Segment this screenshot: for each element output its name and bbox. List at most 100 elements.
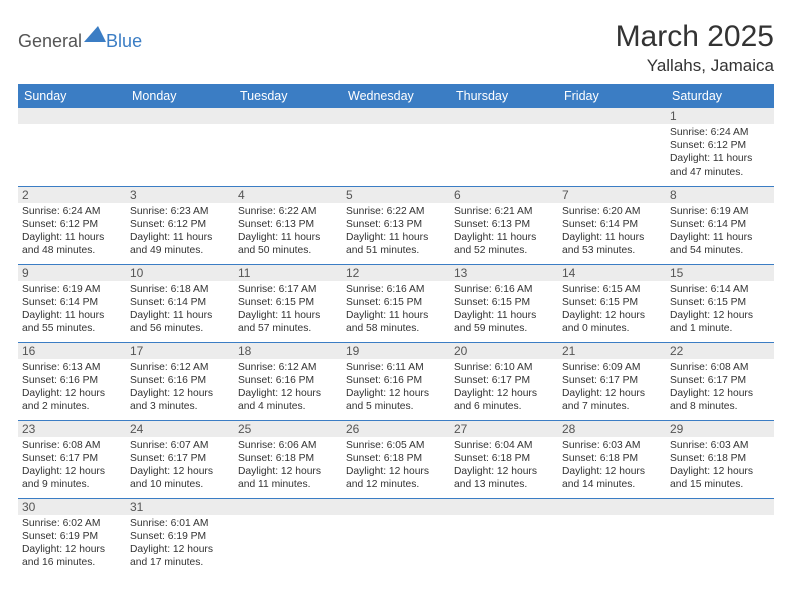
sunset-line: Sunset: 6:17 PM	[454, 374, 554, 387]
day-number: 29	[666, 421, 774, 437]
calendar-day-cell: 16Sunrise: 6:13 AMSunset: 6:16 PMDayligh…	[18, 342, 126, 420]
day-detail: Sunrise: 6:06 AMSunset: 6:18 PMDaylight:…	[234, 437, 342, 496]
day-number: 5	[342, 187, 450, 203]
calendar-day-cell	[558, 498, 666, 576]
day-detail: Sunrise: 6:09 AMSunset: 6:17 PMDaylight:…	[558, 359, 666, 418]
sunset-line: Sunset: 6:14 PM	[130, 296, 230, 309]
calendar-day-cell	[18, 108, 126, 186]
sunset-line: Sunset: 6:16 PM	[130, 374, 230, 387]
day-detail: Sunrise: 6:10 AMSunset: 6:17 PMDaylight:…	[450, 359, 558, 418]
calendar-table: SundayMondayTuesdayWednesdayThursdayFrid…	[18, 84, 774, 576]
calendar-day-cell: 30Sunrise: 6:02 AMSunset: 6:19 PMDayligh…	[18, 498, 126, 576]
title-month: March 2025	[616, 20, 774, 54]
day-number: 26	[342, 421, 450, 437]
day-number	[450, 499, 558, 515]
page-header: General Blue March 2025 Yallahs, Jamaica	[18, 20, 774, 76]
day-number: 25	[234, 421, 342, 437]
day-number: 14	[558, 265, 666, 281]
calendar-day-cell	[558, 108, 666, 186]
title-block: March 2025 Yallahs, Jamaica	[616, 20, 774, 76]
weekday-header: Tuesday	[234, 84, 342, 108]
calendar-day-cell: 23Sunrise: 6:08 AMSunset: 6:17 PMDayligh…	[18, 420, 126, 498]
day-detail: Sunrise: 6:24 AMSunset: 6:12 PMDaylight:…	[18, 203, 126, 262]
day-detail: Sunrise: 6:24 AMSunset: 6:12 PMDaylight:…	[666, 124, 774, 183]
sunrise-line: Sunrise: 6:08 AM	[22, 439, 122, 452]
sunset-line: Sunset: 6:15 PM	[346, 296, 446, 309]
sunrise-line: Sunrise: 6:19 AM	[22, 283, 122, 296]
day-number	[666, 499, 774, 515]
day-number: 28	[558, 421, 666, 437]
sunset-line: Sunset: 6:13 PM	[454, 218, 554, 231]
daylight-line: Daylight: 11 hours and 47 minutes.	[670, 152, 770, 178]
day-number	[126, 108, 234, 124]
sunrise-line: Sunrise: 6:23 AM	[130, 205, 230, 218]
sunrise-line: Sunrise: 6:13 AM	[22, 361, 122, 374]
calendar-day-cell: 2Sunrise: 6:24 AMSunset: 6:12 PMDaylight…	[18, 186, 126, 264]
day-number: 6	[450, 187, 558, 203]
sunset-line: Sunset: 6:14 PM	[562, 218, 662, 231]
weekday-header: Wednesday	[342, 84, 450, 108]
sunset-line: Sunset: 6:17 PM	[562, 374, 662, 387]
sunset-line: Sunset: 6:17 PM	[22, 452, 122, 465]
day-detail: Sunrise: 6:12 AMSunset: 6:16 PMDaylight:…	[234, 359, 342, 418]
sunset-line: Sunset: 6:16 PM	[346, 374, 446, 387]
day-number: 16	[18, 343, 126, 359]
sunrise-line: Sunrise: 6:02 AM	[22, 517, 122, 530]
calendar-day-cell: 10Sunrise: 6:18 AMSunset: 6:14 PMDayligh…	[126, 264, 234, 342]
day-number: 21	[558, 343, 666, 359]
calendar-day-cell: 27Sunrise: 6:04 AMSunset: 6:18 PMDayligh…	[450, 420, 558, 498]
daylight-line: Daylight: 12 hours and 7 minutes.	[562, 387, 662, 413]
sunset-line: Sunset: 6:15 PM	[238, 296, 338, 309]
sunset-line: Sunset: 6:18 PM	[670, 452, 770, 465]
daylight-line: Daylight: 12 hours and 0 minutes.	[562, 309, 662, 335]
day-detail: Sunrise: 6:16 AMSunset: 6:15 PMDaylight:…	[342, 281, 450, 340]
daylight-line: Daylight: 12 hours and 15 minutes.	[670, 465, 770, 491]
calendar-week-row: 16Sunrise: 6:13 AMSunset: 6:16 PMDayligh…	[18, 342, 774, 420]
day-detail: Sunrise: 6:12 AMSunset: 6:16 PMDaylight:…	[126, 359, 234, 418]
day-detail: Sunrise: 6:23 AMSunset: 6:12 PMDaylight:…	[126, 203, 234, 262]
sunset-line: Sunset: 6:15 PM	[562, 296, 662, 309]
day-detail: Sunrise: 6:16 AMSunset: 6:15 PMDaylight:…	[450, 281, 558, 340]
sunset-line: Sunset: 6:12 PM	[130, 218, 230, 231]
weekday-header: Friday	[558, 84, 666, 108]
logo-text-general: General	[18, 31, 82, 52]
calendar-day-cell	[666, 498, 774, 576]
daylight-line: Daylight: 11 hours and 54 minutes.	[670, 231, 770, 257]
sunrise-line: Sunrise: 6:14 AM	[670, 283, 770, 296]
sunrise-line: Sunrise: 6:12 AM	[238, 361, 338, 374]
sunrise-line: Sunrise: 6:07 AM	[130, 439, 230, 452]
weekday-header: Thursday	[450, 84, 558, 108]
sunrise-line: Sunrise: 6:04 AM	[454, 439, 554, 452]
day-detail: Sunrise: 6:04 AMSunset: 6:18 PMDaylight:…	[450, 437, 558, 496]
sunrise-line: Sunrise: 6:08 AM	[670, 361, 770, 374]
calendar-day-cell: 13Sunrise: 6:16 AMSunset: 6:15 PMDayligh…	[450, 264, 558, 342]
title-location: Yallahs, Jamaica	[616, 56, 774, 76]
daylight-line: Daylight: 12 hours and 1 minute.	[670, 309, 770, 335]
logo: General Blue	[18, 26, 142, 57]
sunrise-line: Sunrise: 6:10 AM	[454, 361, 554, 374]
daylight-line: Daylight: 12 hours and 14 minutes.	[562, 465, 662, 491]
daylight-line: Daylight: 12 hours and 6 minutes.	[454, 387, 554, 413]
daylight-line: Daylight: 12 hours and 5 minutes.	[346, 387, 446, 413]
sunset-line: Sunset: 6:18 PM	[238, 452, 338, 465]
calendar-day-cell	[126, 108, 234, 186]
day-detail: Sunrise: 6:07 AMSunset: 6:17 PMDaylight:…	[126, 437, 234, 496]
sunset-line: Sunset: 6:17 PM	[130, 452, 230, 465]
calendar-week-row: 23Sunrise: 6:08 AMSunset: 6:17 PMDayligh…	[18, 420, 774, 498]
sunset-line: Sunset: 6:12 PM	[22, 218, 122, 231]
calendar-day-cell	[234, 498, 342, 576]
sunset-line: Sunset: 6:15 PM	[670, 296, 770, 309]
day-number: 20	[450, 343, 558, 359]
sunset-line: Sunset: 6:14 PM	[670, 218, 770, 231]
calendar-day-cell: 19Sunrise: 6:11 AMSunset: 6:16 PMDayligh…	[342, 342, 450, 420]
calendar-day-cell: 14Sunrise: 6:15 AMSunset: 6:15 PMDayligh…	[558, 264, 666, 342]
daylight-line: Daylight: 12 hours and 10 minutes.	[130, 465, 230, 491]
weekday-header-row: SundayMondayTuesdayWednesdayThursdayFrid…	[18, 84, 774, 108]
logo-text-blue: Blue	[106, 31, 142, 52]
day-number: 1	[666, 108, 774, 124]
calendar-week-row: 2Sunrise: 6:24 AMSunset: 6:12 PMDaylight…	[18, 186, 774, 264]
day-detail: Sunrise: 6:14 AMSunset: 6:15 PMDaylight:…	[666, 281, 774, 340]
calendar-day-cell: 29Sunrise: 6:03 AMSunset: 6:18 PMDayligh…	[666, 420, 774, 498]
day-detail: Sunrise: 6:03 AMSunset: 6:18 PMDaylight:…	[666, 437, 774, 496]
calendar-day-cell: 24Sunrise: 6:07 AMSunset: 6:17 PMDayligh…	[126, 420, 234, 498]
